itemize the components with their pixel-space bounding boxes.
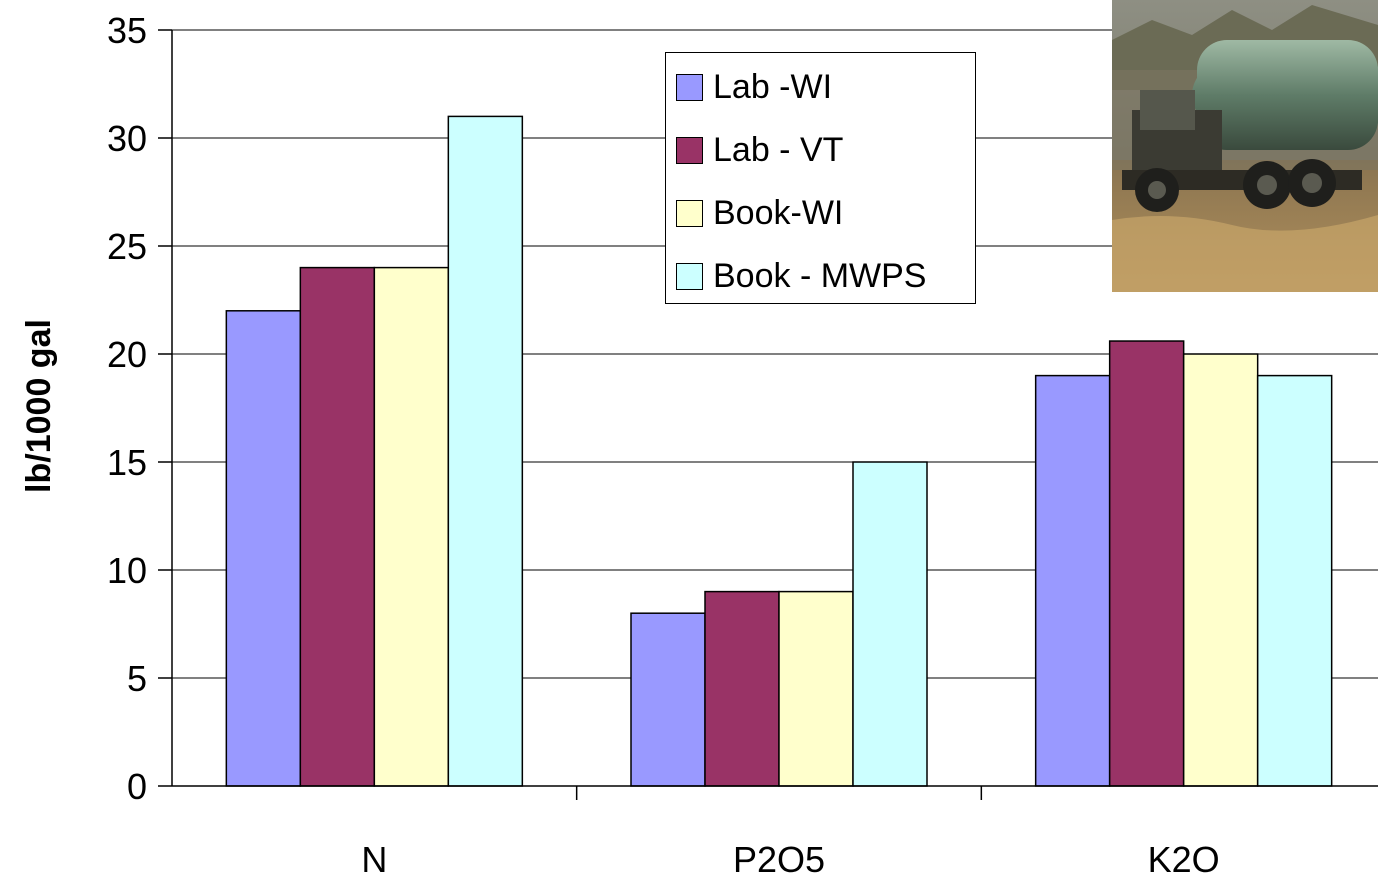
axes [158,29,1378,800]
y-tick-label: 25 [107,226,147,267]
y-tick-label: 0 [127,766,147,807]
bar [373,266,450,787]
y-axis-label: lb/1000 gal [20,319,58,493]
legend-label: Book - MWPS [713,256,927,295]
bar [1256,374,1333,787]
x-tick-labels: N P2O5 K2O [361,839,1219,877]
bar [778,590,854,787]
legend: Lab -WI Lab - VT Book-WI Book - MWPS [665,52,976,304]
bars [225,115,1333,787]
legend-swatch [676,199,703,227]
legend-label: Lab -WI [713,67,833,106]
legend-item: Book-WI [676,193,843,233]
legend-swatch [676,73,703,101]
y-tick-label: 15 [107,442,147,483]
y-tick-label: 5 [127,658,147,699]
legend-item: Lab - VT [676,130,843,170]
y-tick-label: 30 [107,118,147,159]
tanker-truck-photo [1112,0,1378,292]
legend-swatch [676,262,703,290]
legend-label: Book-WI [713,193,844,232]
bar [852,461,928,787]
y-tick-label: 35 [107,10,147,51]
bar [225,310,302,787]
bar [447,115,524,787]
y-tick-labels: 0 5 10 15 20 25 30 35 [107,10,147,807]
bar [1182,353,1259,787]
bar [1108,340,1185,787]
legend-item: Book - MWPS [676,256,926,296]
x-tick-label: N [361,839,387,877]
bar [630,612,706,787]
y-tick-label: 10 [107,550,147,591]
bar [1034,374,1111,787]
x-tick-label: K2O [1148,839,1220,877]
legend-swatch [676,136,703,164]
x-tick-label: P2O5 [733,839,825,877]
legend-item: Lab -WI [676,67,832,107]
legend-label: Lab - VT [713,130,844,169]
bar [704,590,780,787]
bar [299,266,376,787]
y-tick-label: 20 [107,334,147,375]
